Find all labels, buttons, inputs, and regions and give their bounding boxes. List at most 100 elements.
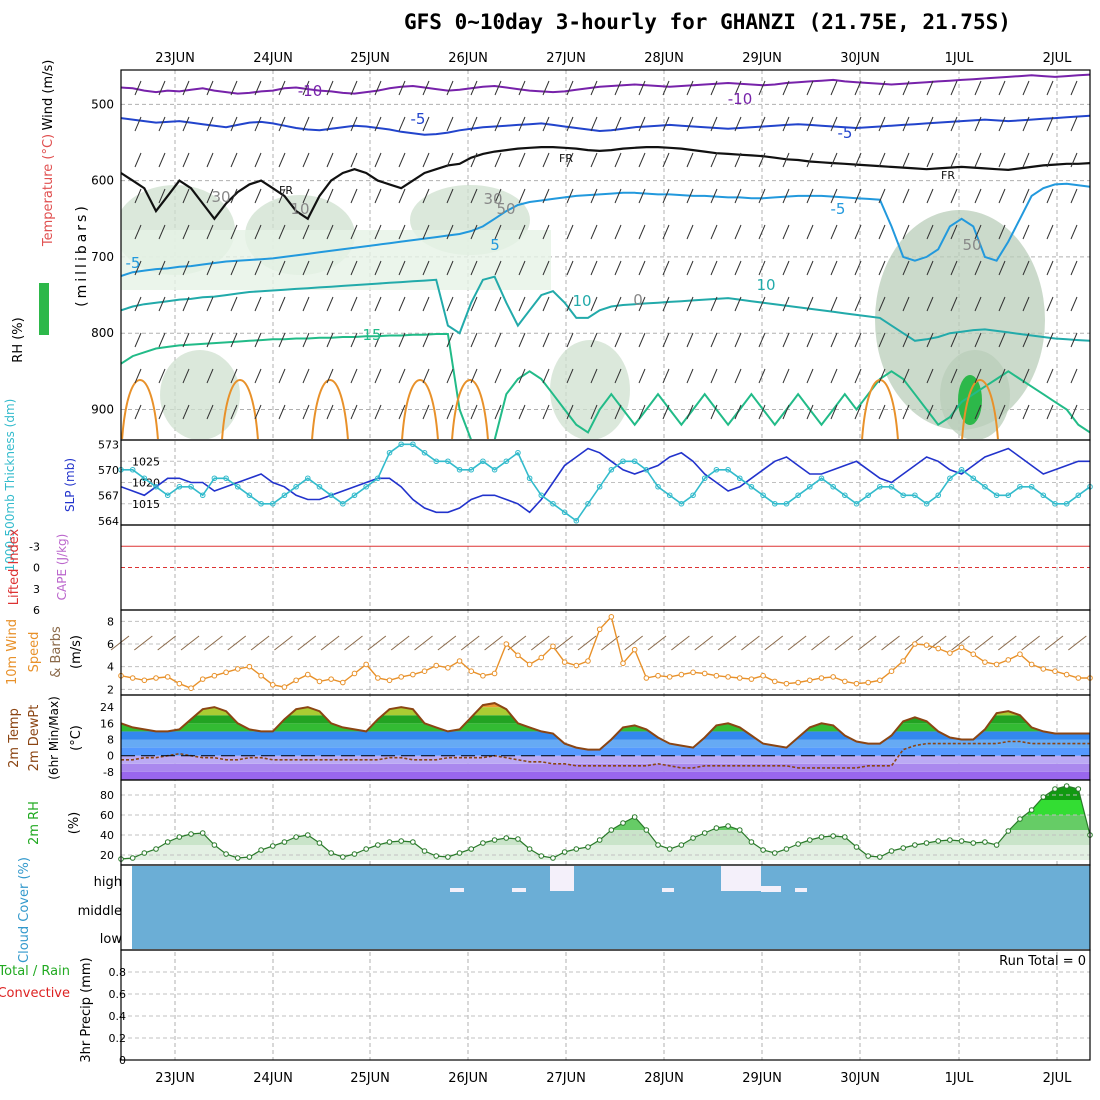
thickness-tick: 573	[98, 438, 119, 451]
wind10m-barb	[811, 635, 830, 651]
wind-barb	[1046, 80, 1054, 96]
wind10m-point	[538, 654, 545, 661]
wind-barb	[782, 332, 790, 348]
wind10m-point	[748, 676, 755, 682]
rh2m-point	[853, 844, 860, 850]
rh-band	[121, 786, 1090, 800]
wind-barb	[350, 152, 358, 168]
wind-barb	[638, 188, 646, 204]
wind10m-line	[120, 615, 1090, 689]
wind-barb	[326, 80, 334, 96]
temp-label-4: (°C)	[69, 725, 84, 751]
wind-barb	[446, 80, 454, 96]
wind-barb	[878, 152, 886, 168]
wind10m-point	[935, 645, 942, 652]
temperature-band	[121, 771, 1090, 780]
wind10m-point	[853, 680, 860, 687]
rh-tick: 20	[100, 849, 114, 862]
wind-barb	[950, 260, 958, 276]
wind-barb	[782, 368, 790, 384]
wind-barb	[830, 152, 838, 168]
wind-barb	[158, 224, 166, 240]
rh2m-point	[176, 834, 183, 840]
wind-barb	[950, 224, 958, 240]
wind-barb	[1022, 80, 1030, 96]
date-label-top: 2JUL	[1043, 51, 1073, 66]
wind-barb	[662, 368, 670, 384]
wind-barb	[926, 116, 934, 132]
wind-barb	[278, 116, 286, 132]
wind-barb	[974, 260, 982, 276]
thickness-point	[164, 492, 171, 499]
wind-barb	[830, 296, 838, 312]
thickness-point	[748, 483, 755, 490]
wind-barb	[782, 404, 790, 420]
wind-barb	[182, 188, 190, 204]
wind-barb	[134, 404, 142, 420]
wind10m-barb	[484, 635, 503, 651]
wind-barb	[686, 188, 694, 204]
wind-barb	[902, 404, 910, 420]
wind-barb	[566, 404, 574, 420]
wind-barb	[254, 260, 262, 276]
rh-shading	[160, 350, 240, 439]
pressure-tick-label: 500	[91, 97, 114, 111]
wind-barb	[758, 152, 766, 168]
wind-barb	[494, 296, 502, 312]
wind-barb	[1022, 188, 1030, 204]
wind-barb	[470, 152, 478, 168]
rh2m-point	[211, 842, 218, 848]
wind-barb	[230, 188, 238, 204]
wind-barb	[518, 116, 526, 132]
wind-barb	[1070, 260, 1078, 276]
rh2m-point	[281, 839, 288, 845]
wind-barb	[542, 152, 550, 168]
rh2m-point	[1052, 786, 1058, 792]
wind-barb	[854, 224, 862, 240]
rh2m-point	[1005, 828, 1012, 834]
rh2m-point	[526, 846, 533, 852]
thickness-point	[550, 500, 556, 507]
thickness-point	[912, 492, 918, 499]
wind-barb	[374, 188, 382, 204]
rh2m-point	[678, 842, 685, 848]
wind-barb	[830, 404, 838, 420]
wind-barb	[278, 188, 286, 204]
wind-barb	[710, 368, 718, 384]
thickness-point	[1028, 483, 1035, 490]
cloud-level-label: low	[100, 932, 123, 947]
wind-barb	[494, 224, 502, 240]
wind-barb	[398, 188, 406, 204]
wind-barb	[278, 332, 286, 348]
wind-barb	[854, 152, 862, 168]
date-label-bottom: 29JUN	[742, 1071, 782, 1086]
rh2m-point	[818, 834, 825, 840]
thickness-point	[445, 458, 451, 465]
wind-barb	[590, 188, 598, 204]
wind-barb	[134, 224, 142, 240]
rh-band	[121, 800, 1090, 815]
wind-barb	[974, 116, 982, 132]
wind-barb	[662, 152, 670, 168]
wind10m-barb	[274, 635, 293, 651]
wind-barb	[998, 224, 1006, 240]
thickness-axis-label: 1000-500mb Thickness (dm)	[3, 399, 17, 572]
wind-barb	[254, 152, 262, 168]
slp-tick: 1020	[132, 477, 160, 490]
thickness-point	[246, 492, 253, 499]
wind-barb	[470, 188, 478, 204]
wind10m-point	[807, 677, 813, 684]
wind10m-point	[398, 674, 404, 680]
wind-barb	[134, 296, 142, 312]
date-label-top: 25JUN	[350, 51, 390, 66]
temp-tick: 8	[107, 734, 114, 747]
thickness-point	[410, 441, 416, 448]
thickness-point	[631, 458, 638, 465]
wind10m-barb	[671, 635, 690, 651]
wind-barb	[542, 404, 550, 420]
wind-barb	[518, 188, 526, 204]
wind-barb	[206, 224, 214, 240]
wind-barb	[950, 80, 958, 96]
rh-band	[121, 230, 551, 290]
wind-barb	[878, 116, 886, 132]
